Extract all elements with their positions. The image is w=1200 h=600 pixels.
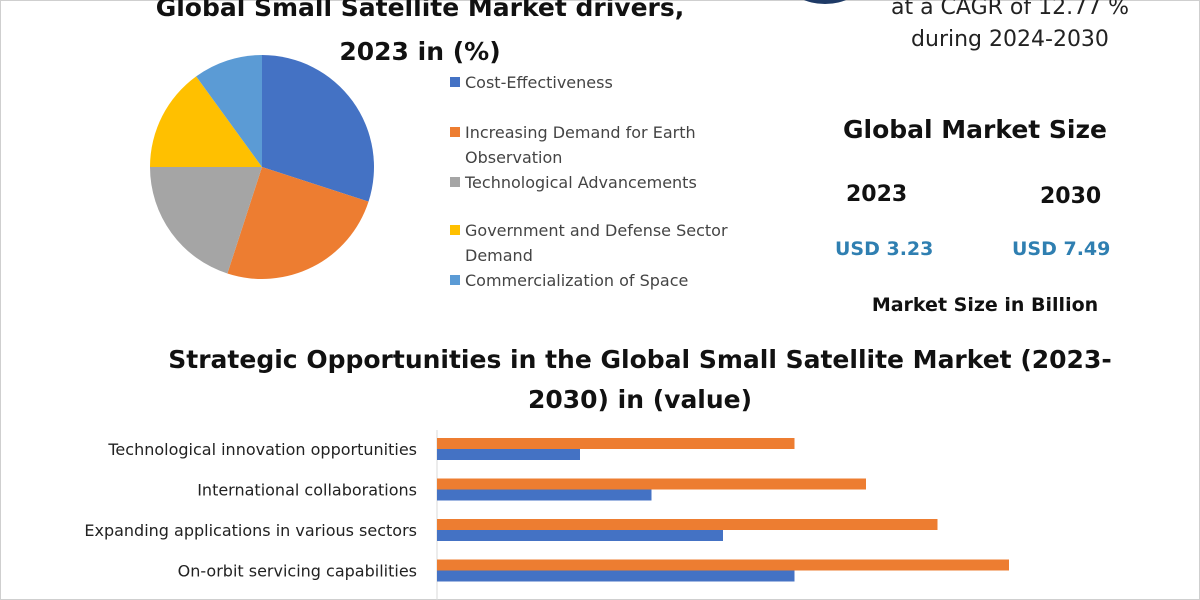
- market-year-2030: 2030: [1040, 184, 1102, 209]
- legend-swatch-0: [450, 77, 460, 87]
- bar-category-label-2: Expanding applications in various sector…: [84, 521, 417, 540]
- pie-slice-4: [196, 55, 262, 167]
- bar-2-series-1: [437, 530, 723, 541]
- legend-label-3: Government and Defense Sector Demand: [465, 221, 728, 265]
- bar-0-series-0: [437, 438, 795, 449]
- legend-swatch-1: [450, 127, 460, 137]
- market-size-title: Global Market Size: [842, 115, 1108, 144]
- bar-1-series-0: [437, 478, 866, 490]
- bar-3-series-0: [437, 559, 1009, 571]
- logo-icon: [790, 0, 860, 4]
- bar-category-label-3: On-orbit servicing capabilities: [178, 562, 417, 581]
- pie-chart: [150, 55, 374, 279]
- legend-label-4: Commercialization of Space: [465, 271, 689, 290]
- pie-slice-2: [150, 167, 262, 274]
- legend-label-0: Cost-Effectiveness: [465, 73, 613, 92]
- market-value-2030: USD 7.49: [1012, 238, 1111, 260]
- market-value-2023: USD 3.23: [835, 238, 934, 260]
- legend-label-2: Technological Advancements: [465, 173, 697, 192]
- cagr-text: at a CAGR of 12.77 % during 2024-2030: [890, 0, 1129, 52]
- market-size-unit: Market Size in Billion: [871, 294, 1099, 316]
- legend-swatch-3: [450, 225, 460, 235]
- legend-swatch-4: [450, 275, 460, 285]
- legend-swatch-2: [450, 177, 460, 187]
- bar-0-series-1: [437, 449, 580, 460]
- bar-chart-title: Strategic Opportunities in the Global Sm…: [168, 345, 1112, 414]
- pie-slice-3: [150, 76, 262, 167]
- bar-category-label-1: International collaborations: [197, 481, 417, 500]
- bar-1-series-1: [437, 489, 652, 501]
- pie-chart-title: Global Small Satellite Market drivers, 2…: [155, 0, 685, 66]
- pie-slice-0: [262, 55, 374, 202]
- pie-slice-1: [227, 167, 369, 279]
- bar-2-series-0: [437, 519, 938, 530]
- market-year-2023: 2023: [846, 182, 908, 207]
- bar-chart: Technological innovation opportunities In…: [84, 430, 1009, 600]
- bar-category-label-0: Technological innovation opportunities: [107, 440, 417, 459]
- bar-3-series-1: [437, 570, 795, 582]
- legend-label-1: Increasing Demand for Earth Observation: [465, 123, 696, 167]
